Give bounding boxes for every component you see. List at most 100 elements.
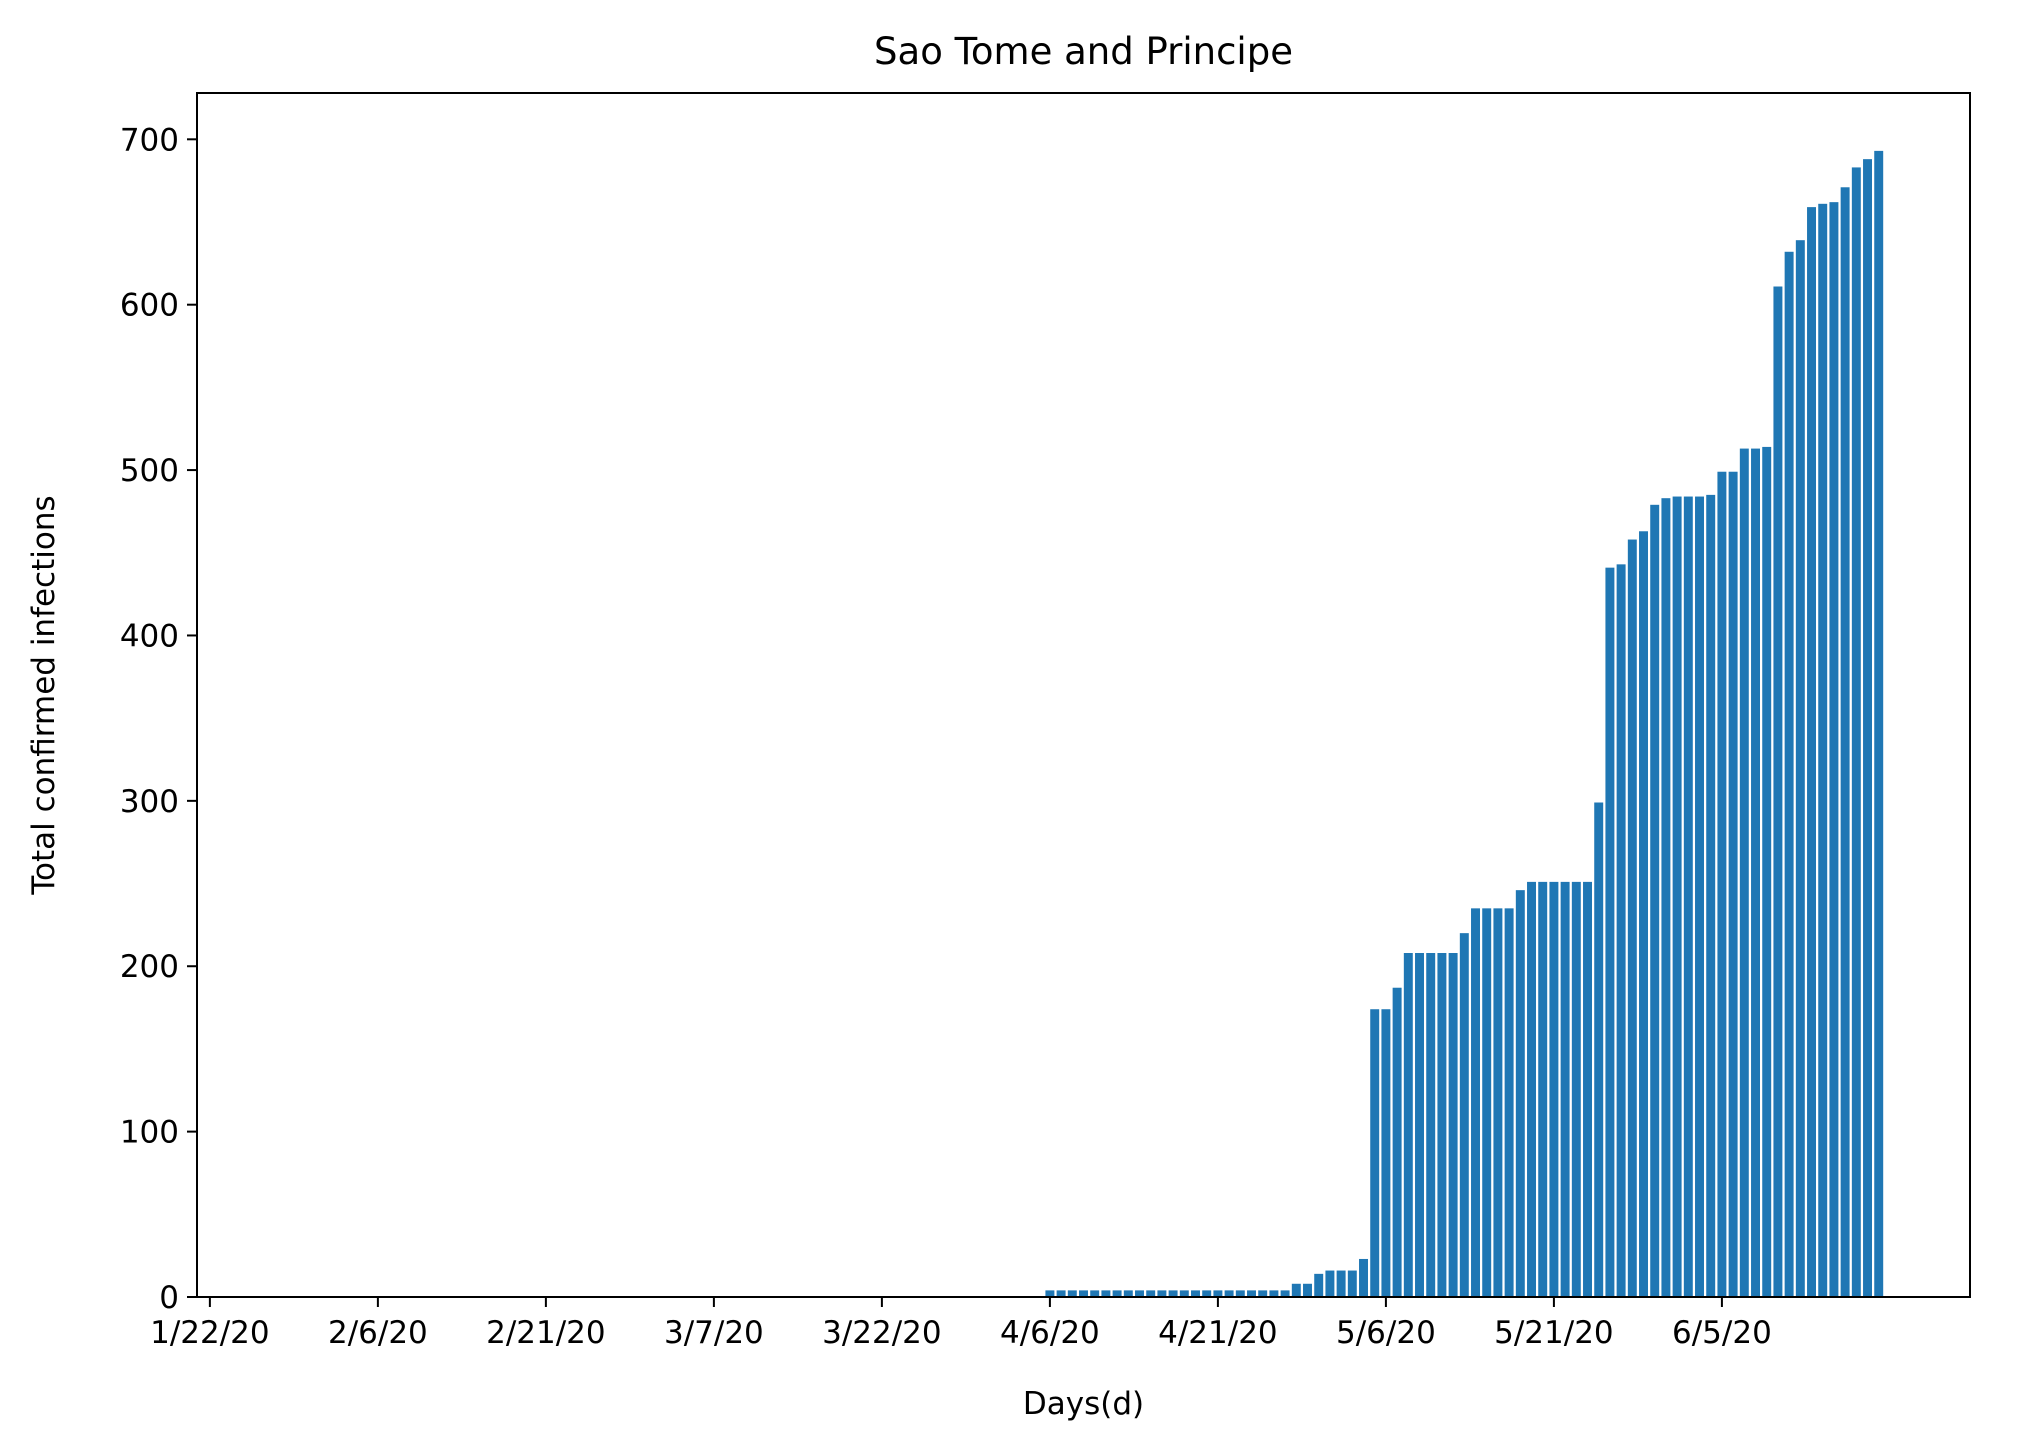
bar: [1336, 1270, 1346, 1297]
bar: [1101, 1290, 1111, 1297]
y-tick-label: 700: [120, 122, 179, 158]
y-tick-label: 500: [120, 453, 179, 489]
x-axis-label: Days(d): [1023, 1386, 1144, 1422]
bar: [1179, 1290, 1189, 1297]
bar: [1583, 881, 1592, 1297]
bar: [1863, 159, 1872, 1297]
bars-group: [1045, 150, 1884, 1298]
bar: [1045, 1290, 1055, 1297]
bar: [1112, 1290, 1122, 1297]
bar: [1549, 881, 1559, 1297]
bar: [1672, 496, 1682, 1297]
x-tick-label: 3/7/20: [664, 1315, 764, 1351]
x-tick-label: 4/6/20: [1000, 1315, 1100, 1351]
x-tick-label: 1/22/20: [150, 1315, 270, 1351]
bar: [1168, 1290, 1178, 1297]
bar: [1392, 987, 1402, 1297]
bar: [1123, 1290, 1133, 1297]
y-tick-label: 0: [159, 1280, 179, 1316]
bar: [1515, 890, 1525, 1297]
bar: [1874, 150, 1884, 1297]
bar: [1426, 953, 1436, 1297]
bar: [1739, 448, 1749, 1298]
x-tick-label: 2/21/20: [486, 1315, 606, 1351]
x-tick-label: 3/22/20: [822, 1315, 942, 1351]
bar: [1157, 1290, 1167, 1297]
bar: [1493, 908, 1503, 1297]
bar: [1146, 1290, 1156, 1297]
bar: [1504, 908, 1514, 1297]
bar: [1706, 494, 1716, 1297]
bar: [1370, 1009, 1380, 1297]
bar: [1818, 203, 1828, 1297]
bar: [1616, 564, 1626, 1297]
bar: [1840, 187, 1850, 1297]
bar: [1639, 531, 1648, 1297]
bar: [1067, 1290, 1077, 1297]
bar: [1079, 1290, 1088, 1297]
bar: [1773, 286, 1783, 1297]
bar: [1695, 496, 1704, 1297]
bar: [1056, 1290, 1066, 1297]
x-tick-label: 5/21/20: [1494, 1315, 1614, 1351]
bar: [1381, 1009, 1391, 1297]
bar: [1683, 496, 1693, 1297]
x-tick-label: 6/5/20: [1672, 1315, 1772, 1351]
bar: [1627, 539, 1637, 1297]
bar: [1448, 953, 1458, 1297]
y-tick-label: 400: [120, 618, 179, 654]
bar: [1224, 1290, 1234, 1297]
bar: [1650, 504, 1660, 1297]
bar: [1829, 202, 1839, 1297]
bar: [1325, 1270, 1335, 1297]
bar: [1135, 1290, 1144, 1297]
x-tick-label: 5/6/20: [1336, 1315, 1436, 1351]
y-tick-label: 100: [120, 1115, 179, 1151]
y-tick-label: 300: [120, 784, 179, 820]
bar: [1403, 953, 1413, 1297]
y-axis-ticks: 0 100 200 300 400 500 600 700: [120, 122, 197, 1316]
bar: [1235, 1290, 1245, 1297]
bar: [1538, 881, 1548, 1297]
bar: [1795, 240, 1805, 1298]
bar: [1728, 471, 1738, 1298]
bar: [1594, 802, 1604, 1297]
bar: [1459, 933, 1469, 1297]
bar: [1314, 1273, 1324, 1297]
bar: [1571, 881, 1581, 1297]
bar: [1807, 207, 1816, 1297]
bar: [1213, 1290, 1223, 1297]
bar: [1605, 567, 1615, 1297]
bar: [1661, 498, 1671, 1297]
bar: [1359, 1258, 1368, 1297]
bar: [1527, 881, 1536, 1297]
bar: [1191, 1290, 1200, 1297]
bar: [1851, 167, 1861, 1297]
x-tick-label: 2/6/20: [328, 1315, 428, 1351]
bar: [1202, 1290, 1212, 1297]
bar: [1258, 1290, 1268, 1297]
bar: [1482, 908, 1492, 1297]
y-tick-label: 200: [120, 949, 179, 985]
bar: [1280, 1290, 1290, 1297]
bar: [1437, 953, 1447, 1297]
bar: [1415, 953, 1424, 1297]
bar: [1090, 1290, 1100, 1297]
bar: [1784, 251, 1794, 1297]
bar: [1303, 1283, 1312, 1297]
bar: [1291, 1283, 1301, 1297]
bar: [1247, 1290, 1256, 1297]
y-axis-label: Total confirmed infections: [26, 495, 62, 895]
bar: [1269, 1290, 1279, 1297]
bar: [1471, 908, 1480, 1297]
bar: [1560, 881, 1570, 1297]
x-axis-ticks: 1/22/20 2/6/20 2/21/20 3/7/20 3/22/20 4/6/20 4…: [150, 1297, 1772, 1351]
chart-title: Sao Tome and Principe: [874, 30, 1293, 73]
bar: [1717, 471, 1727, 1298]
y-tick-label: 600: [120, 288, 179, 324]
bar: [1751, 448, 1760, 1298]
x-tick-label: 4/21/20: [1158, 1315, 1278, 1351]
bar: [1762, 446, 1772, 1297]
